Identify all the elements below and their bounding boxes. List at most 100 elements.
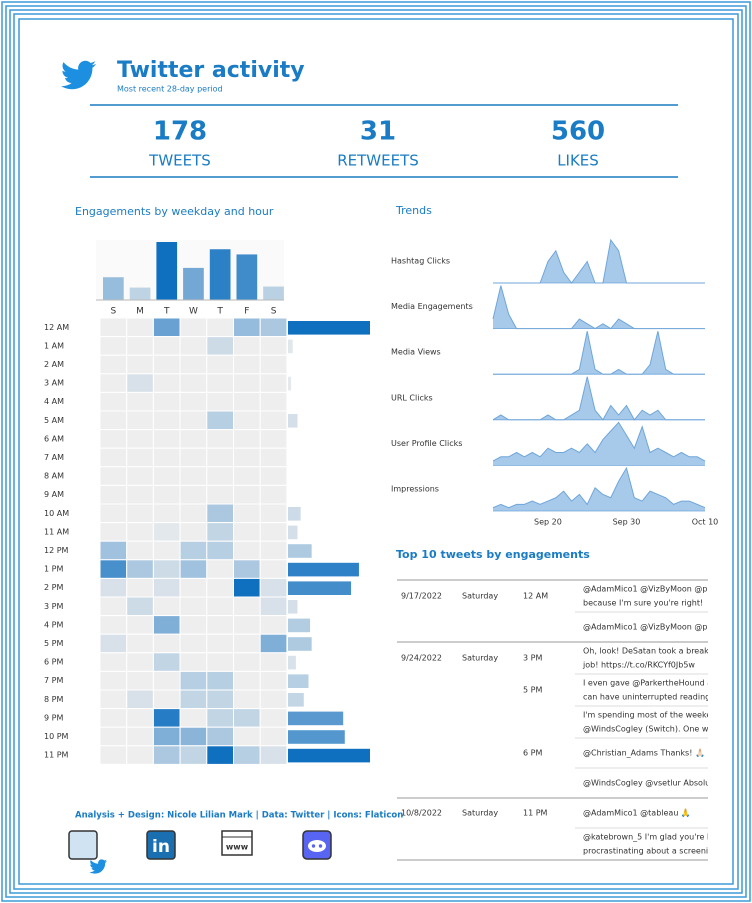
tweet-text: I even gave @ParkertheHound a: [583, 679, 712, 688]
heat-cell: [152, 670, 181, 691]
heat-cell: [259, 670, 288, 691]
hour-label: 5 AM: [44, 416, 64, 425]
heat-cell: [259, 633, 288, 654]
heat-cell: [206, 559, 235, 579]
heat-cell: [206, 336, 235, 356]
heat-cell: [233, 466, 261, 486]
heat-cell: [99, 373, 128, 393]
trend-area: [493, 468, 705, 511]
hour-bar: [288, 581, 352, 595]
heat-cell: [233, 410, 261, 431]
heat-cell: [179, 689, 208, 710]
trend-label: Media Engagements: [391, 302, 473, 311]
heat-cell: [206, 726, 235, 747]
heat-cell: [99, 633, 128, 654]
trend-area: [493, 240, 705, 283]
hour-label: 10 PM: [44, 732, 69, 741]
hour-label: 11 AM: [44, 527, 69, 536]
heat-cell: [152, 522, 181, 542]
heat-cell: [99, 652, 128, 672]
heat-cell: [259, 615, 288, 635]
heat-cell: [179, 670, 208, 691]
heat-cell: [259, 745, 288, 765]
trend-area: [493, 376, 705, 420]
heat-cell: [259, 317, 288, 338]
hour-bar: [288, 544, 312, 558]
heat-cell: [99, 540, 128, 561]
heat-cell: [152, 410, 181, 431]
heat-cell: [206, 615, 235, 635]
heat-cell: [233, 708, 261, 728]
tweet-text: can have uninterrupted reading: [583, 693, 710, 702]
day-label: F: [244, 307, 249, 317]
heat-cell: [259, 522, 288, 542]
subtitle: Most recent 28-day period: [117, 85, 223, 94]
hour-label: 1 PM: [44, 565, 63, 574]
trend-line: [492, 421, 706, 462]
hour-label: 4 PM: [44, 620, 63, 629]
x-tick-label: Sep 20: [534, 518, 562, 527]
hour-label: 6 PM: [44, 658, 63, 667]
trend-line: [492, 376, 705, 421]
heat-cell: [99, 708, 128, 728]
hour-bar: [288, 414, 298, 428]
heat-cell: [152, 354, 181, 375]
x-tick-label: Oct 10: [692, 518, 719, 527]
tweet-date: 9/24/2022: [401, 654, 442, 663]
credits: Analysis + Design: Nicole Lilian Mark | …: [75, 811, 403, 821]
heat-cell: [152, 317, 181, 338]
heat-cell: [206, 633, 235, 654]
heat-cell: [152, 391, 181, 412]
heat-cell: [179, 577, 208, 598]
heat-cell: [99, 503, 128, 524]
linkedin-text: in: [152, 837, 170, 857]
tweet-text: job! https://t.co/RKCYf0Jb5w: [582, 661, 695, 670]
heat-cell: [152, 633, 181, 654]
trend-line: [493, 238, 705, 284]
linkedin-icon[interactable]: [146, 830, 176, 860]
web-icon[interactable]: [221, 830, 253, 856]
hour-bar: [288, 730, 345, 744]
heat-cell: [179, 633, 208, 654]
heat-cell: [206, 540, 235, 561]
tweet-text: Oh, look! DeSatan took a break fr: [583, 647, 718, 656]
heat-cell: [152, 726, 181, 747]
heat-cell: [126, 633, 154, 654]
twitter-icon[interactable]: [68, 830, 98, 860]
heat-cell: [179, 484, 208, 505]
heat-cell: [206, 429, 235, 449]
hour-label: 10 AM: [44, 509, 69, 518]
kpi-value: 560: [551, 117, 605, 147]
heat-cell: [126, 596, 154, 617]
heat-cell: [179, 354, 208, 375]
heat-cell: [99, 615, 128, 635]
heat-cell: [259, 503, 288, 524]
twitter-logo: [60, 60, 96, 90]
heat-cell: [99, 354, 128, 375]
heat-cell: [259, 726, 288, 747]
hour-bar: [288, 321, 370, 335]
heat-cell: [99, 484, 128, 505]
heat-cell: [233, 745, 261, 765]
tweet-day: Saturday: [462, 654, 498, 663]
heat-cell: [126, 484, 154, 505]
heat-cell: [99, 391, 128, 412]
kpi-label: TWEETS: [148, 152, 211, 170]
heat-cell: [233, 354, 261, 375]
hour-bar: [288, 711, 344, 726]
heat-cell: [259, 559, 288, 579]
heat-cell: [233, 447, 261, 468]
heat-cell: [152, 652, 181, 672]
heat-cell: [233, 540, 261, 561]
heat-cell: [126, 429, 154, 449]
heat-cell: [152, 484, 181, 505]
heat-cell: [233, 652, 261, 672]
heat-cell: [152, 577, 181, 598]
heat-cell: [259, 708, 288, 728]
day-label: T: [216, 307, 223, 317]
day-label: T: [163, 307, 170, 317]
heat-cell: [233, 373, 261, 393]
hour-label: 7 PM: [44, 676, 63, 685]
kpi-label: RETWEETS: [337, 152, 419, 170]
